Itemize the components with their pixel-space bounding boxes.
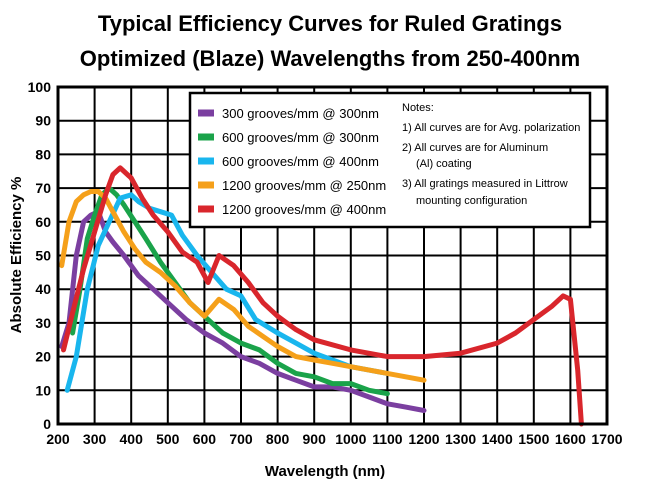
x-tick-label: 300 bbox=[83, 431, 107, 447]
x-tick-label: 700 bbox=[229, 431, 253, 447]
x-tick-label: 500 bbox=[156, 431, 180, 447]
legend-box bbox=[188, 91, 592, 229]
x-tick-label: 1400 bbox=[482, 431, 513, 447]
y-tick-label: 80 bbox=[35, 146, 51, 162]
series-line-5 bbox=[61, 165, 584, 427]
x-axis-label: Wavelength (nm) bbox=[265, 463, 385, 480]
legend-label-3: 600 grooves/mm @ 400nm bbox=[222, 154, 379, 169]
y-tick-label: 90 bbox=[35, 113, 51, 129]
legend-label-5: 1200 grooves/mm @ 400nm bbox=[222, 202, 386, 217]
legend-label-2: 600 grooves/mm @ 300nm bbox=[222, 130, 379, 145]
y-tick-label: 40 bbox=[35, 281, 51, 297]
series-line-4 bbox=[59, 189, 427, 383]
y-axis-label: Absolute Efficiency % bbox=[8, 177, 25, 334]
tick-labels: 200 300 400 500 600 700 800 900 1000 1100 1200 1300… bbox=[28, 79, 623, 447]
y-tick-label: 70 bbox=[35, 180, 51, 196]
legend-note: 3) All gratings measured in Littrow bbox=[402, 178, 568, 190]
chart-subtitle: Optimized (Blaze) Wavelengths from 250-4… bbox=[80, 46, 580, 71]
y-tick-label: 50 bbox=[35, 248, 51, 264]
series-layer bbox=[59, 165, 584, 427]
x-tick-label: 200 bbox=[46, 431, 70, 447]
y-tick-label: 60 bbox=[35, 214, 51, 230]
legend: 300 grooves/mm @ 300nm 600 grooves/mm @ 3… bbox=[188, 91, 592, 229]
y-tick-label: 100 bbox=[28, 79, 52, 95]
x-tick-label: 900 bbox=[303, 431, 327, 447]
x-tick-label: 1600 bbox=[555, 431, 586, 447]
chart-title: Typical Efficiency Curves for Ruled Grat… bbox=[98, 11, 562, 36]
legend-note: Notes: bbox=[402, 102, 434, 114]
y-tick-label: 0 bbox=[43, 416, 51, 432]
legend-entries: 300 grooves/mm @ 300nm 600 grooves/mm @ 3… bbox=[198, 106, 386, 217]
legend-note: mounting configuration bbox=[416, 195, 527, 207]
plot-frame bbox=[56, 85, 609, 426]
legend-label-1: 300 grooves/mm @ 300nm bbox=[222, 106, 379, 121]
x-tick-label: 1700 bbox=[591, 431, 622, 447]
legend-note: (Al) coating bbox=[416, 158, 472, 170]
x-tick-label: 1000 bbox=[335, 431, 366, 447]
x-tick-label: 800 bbox=[266, 431, 290, 447]
x-tick-label: 600 bbox=[193, 431, 217, 447]
y-tick-label: 30 bbox=[35, 315, 51, 331]
legend-label-4: 1200 grooves/mm @ 250nm bbox=[222, 178, 386, 193]
y-tick-label: 20 bbox=[35, 349, 51, 365]
series-line-1 bbox=[59, 209, 427, 413]
legend-notes: Notes: 1) All curves are for Avg. polariz… bbox=[402, 102, 580, 207]
legend-note: 2) All curves are for Aluminum bbox=[402, 142, 548, 154]
series-line-3 bbox=[64, 192, 390, 393]
x-tick-label: 1100 bbox=[372, 431, 403, 447]
x-tick-label: 1500 bbox=[518, 431, 549, 447]
x-tick-label: 1300 bbox=[445, 431, 476, 447]
legend-note: 1) All curves are for Avg. polarization bbox=[402, 122, 580, 134]
x-tick-label: 400 bbox=[120, 431, 144, 447]
x-tick-label: 1200 bbox=[408, 431, 439, 447]
y-tick-label: 10 bbox=[35, 382, 51, 398]
